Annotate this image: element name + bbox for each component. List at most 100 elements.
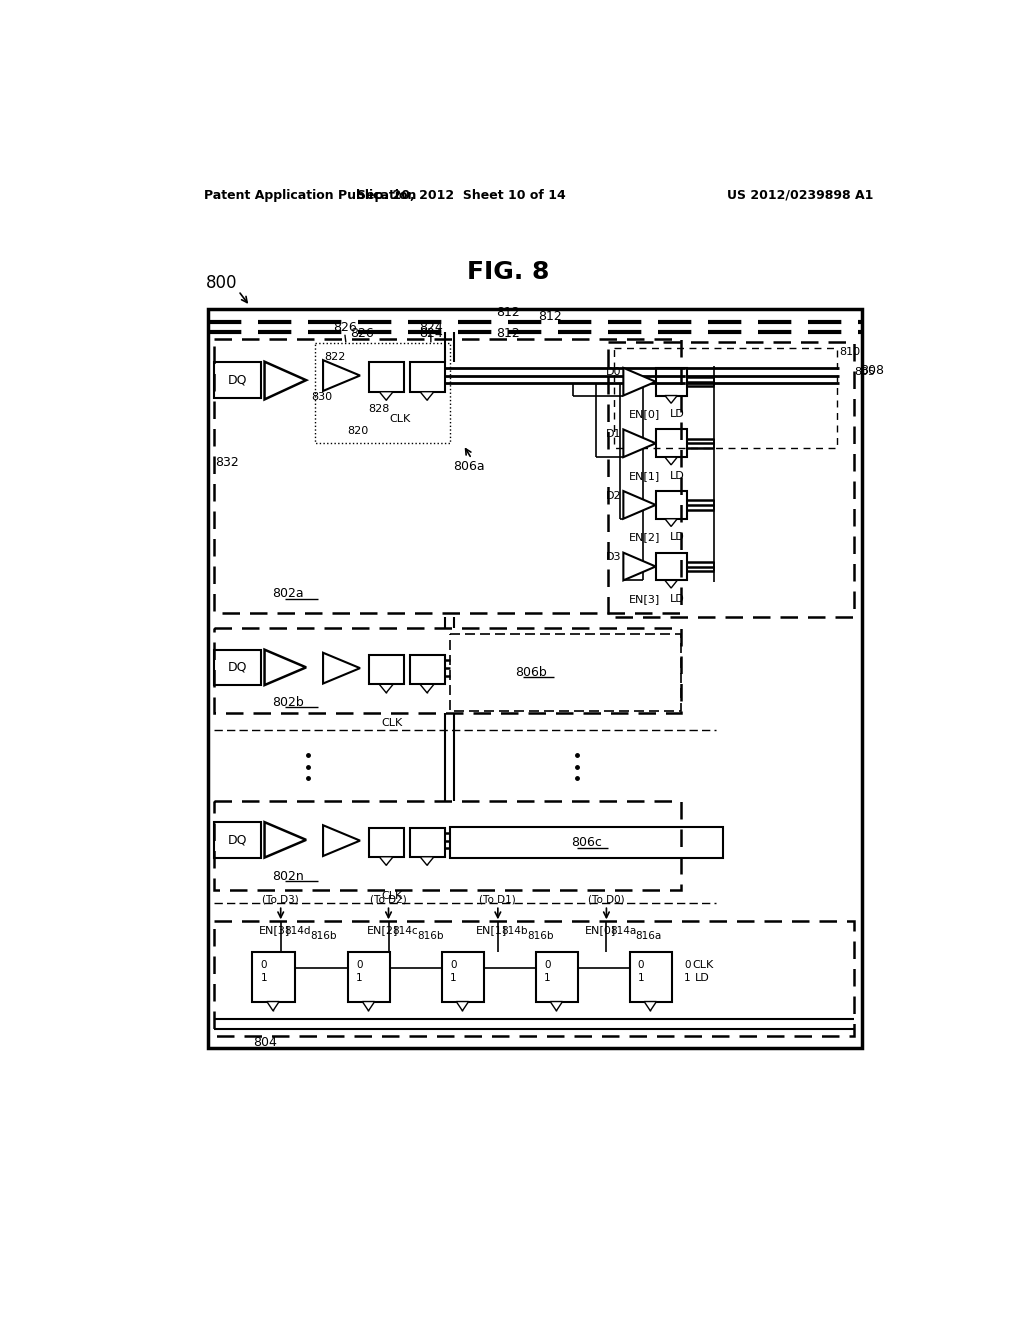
Bar <box>451 635 681 711</box>
Bar <box>370 363 403 392</box>
Text: CLK: CLK <box>389 413 411 424</box>
Bar <box>214 921 854 1036</box>
Polygon shape <box>264 362 306 400</box>
Text: LD: LD <box>695 973 710 983</box>
Polygon shape <box>665 396 677 404</box>
Text: CLK: CLK <box>692 961 714 970</box>
Text: EN[1]: EN[1] <box>476 925 507 935</box>
Text: 1: 1 <box>450 973 457 983</box>
Text: 828: 828 <box>368 404 389 414</box>
Polygon shape <box>550 1002 562 1011</box>
Polygon shape <box>665 519 677 527</box>
Polygon shape <box>420 392 434 400</box>
Text: EN[2]: EN[2] <box>367 925 398 935</box>
Text: 826: 826 <box>333 321 356 334</box>
Text: 812: 812 <box>496 306 520 319</box>
Polygon shape <box>624 491 655 519</box>
Text: 0: 0 <box>450 961 457 970</box>
Text: 806a: 806a <box>454 459 485 473</box>
Polygon shape <box>379 857 393 866</box>
Bar <box>655 491 686 519</box>
Text: 812: 812 <box>496 327 520 341</box>
Bar <box>451 826 724 858</box>
Text: Sep. 20, 2012  Sheet 10 of 14: Sep. 20, 2012 Sheet 10 of 14 <box>357 189 566 202</box>
Polygon shape <box>457 1002 469 1011</box>
Text: 802b: 802b <box>272 696 304 709</box>
Text: DQ: DQ <box>227 374 248 387</box>
Polygon shape <box>420 857 434 866</box>
Polygon shape <box>379 684 393 693</box>
Text: 0: 0 <box>684 961 690 970</box>
Bar <box>441 952 484 1002</box>
Bar <box>410 828 444 857</box>
Bar <box>655 553 686 581</box>
Text: D2: D2 <box>606 491 622 500</box>
Text: 802a: 802a <box>272 587 304 601</box>
Polygon shape <box>379 392 393 400</box>
Polygon shape <box>323 360 360 391</box>
Polygon shape <box>420 684 434 693</box>
Bar <box>214 822 261 858</box>
Text: D3: D3 <box>606 552 622 562</box>
Text: 0: 0 <box>356 961 362 970</box>
Bar <box>630 952 672 1002</box>
Polygon shape <box>267 1002 280 1011</box>
Text: CLK: CLK <box>382 718 403 727</box>
Text: 814d: 814d <box>285 927 311 936</box>
Bar <box>348 952 390 1002</box>
Text: 816b: 816b <box>527 931 553 941</box>
Bar <box>214 339 681 612</box>
Text: 832: 832 <box>215 455 239 469</box>
Text: Patent Application Publication: Patent Application Publication <box>204 189 416 202</box>
Text: (To D2): (To D2) <box>370 894 407 904</box>
Polygon shape <box>362 1002 375 1011</box>
Text: 822: 822 <box>324 352 345 362</box>
Text: 808: 808 <box>860 363 885 376</box>
Text: 1: 1 <box>260 973 267 983</box>
Text: 802n: 802n <box>272 870 304 883</box>
Bar <box>315 343 451 444</box>
Text: 810: 810 <box>839 347 860 358</box>
Text: 820: 820 <box>347 426 369 436</box>
Polygon shape <box>624 429 655 457</box>
Text: 800: 800 <box>206 275 238 292</box>
Polygon shape <box>624 553 655 581</box>
Text: 824: 824 <box>419 321 442 334</box>
Bar <box>370 828 403 857</box>
Text: 804: 804 <box>253 1036 278 1049</box>
Text: EN[0]: EN[0] <box>585 925 615 935</box>
Bar <box>655 368 686 396</box>
Polygon shape <box>264 649 306 685</box>
Text: 1: 1 <box>684 973 690 983</box>
Text: EN[0]: EN[0] <box>630 409 660 418</box>
Polygon shape <box>665 581 677 589</box>
Text: 1: 1 <box>638 973 644 983</box>
Text: 1: 1 <box>544 973 551 983</box>
Text: EN[3]: EN[3] <box>630 594 660 603</box>
Text: (To D0): (To D0) <box>588 894 625 904</box>
Polygon shape <box>323 825 360 855</box>
Text: D0: D0 <box>606 367 622 378</box>
Text: 805: 805 <box>854 367 876 378</box>
Polygon shape <box>665 457 677 465</box>
Text: LD: LD <box>670 532 685 543</box>
Bar <box>410 655 444 684</box>
Text: CLK: CLK <box>382 891 403 902</box>
Polygon shape <box>323 653 360 684</box>
Bar <box>214 649 261 685</box>
Polygon shape <box>264 822 306 858</box>
Bar <box>608 342 854 616</box>
Text: (To D3): (To D3) <box>262 894 299 904</box>
Text: 816b: 816b <box>418 931 444 941</box>
Text: 830: 830 <box>311 392 332 403</box>
Text: 824: 824 <box>419 327 442 341</box>
Bar <box>410 363 444 392</box>
Bar <box>214 801 681 890</box>
Text: 812: 812 <box>539 310 562 323</box>
Bar <box>370 655 403 684</box>
Bar <box>536 952 578 1002</box>
Polygon shape <box>644 1002 656 1011</box>
Text: DQ: DQ <box>227 661 248 675</box>
Bar <box>214 628 681 713</box>
Text: DQ: DQ <box>227 833 248 846</box>
